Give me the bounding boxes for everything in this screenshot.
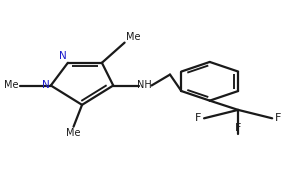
Text: F: F <box>275 113 281 123</box>
Text: N: N <box>59 51 66 61</box>
Text: Me: Me <box>66 128 81 137</box>
Text: Me: Me <box>4 81 18 90</box>
Text: F: F <box>195 113 201 123</box>
Text: N: N <box>42 80 49 90</box>
Text: NH: NH <box>137 81 152 90</box>
Text: Me: Me <box>126 32 140 42</box>
Text: F: F <box>235 123 241 133</box>
